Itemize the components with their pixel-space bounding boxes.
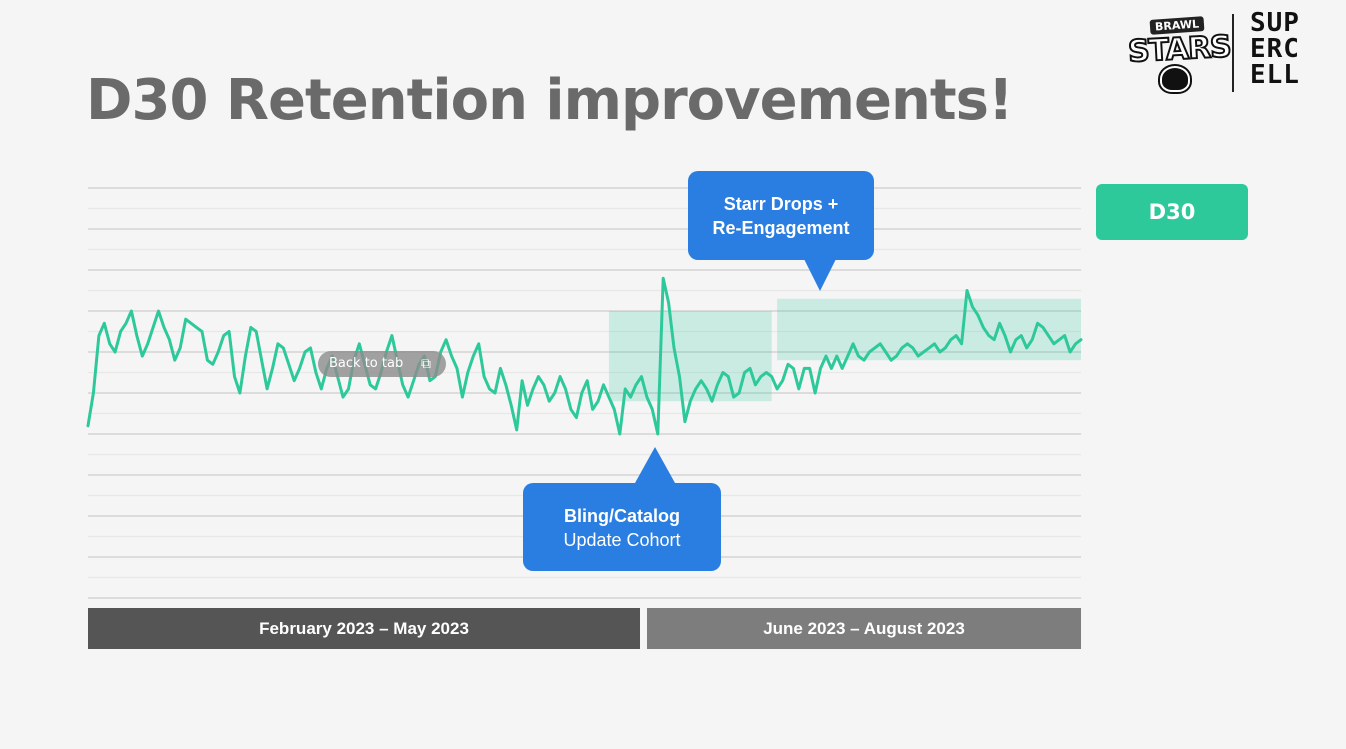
- slide-title: D30 Retention improvements!: [86, 68, 1013, 133]
- band-layer: [608, 298, 1081, 402]
- period-label-feb-may: February 2023 – May 2023: [88, 608, 640, 649]
- logo-divider: [1232, 14, 1234, 92]
- callout-top-line-2: Re-Engagement: [712, 218, 850, 238]
- callout-bottom-line-1: Bling/Catalog: [564, 506, 680, 526]
- supercell-logo-line: ELL: [1250, 60, 1300, 90]
- brawl-skull-icon: [1160, 66, 1190, 92]
- grid-layer: [88, 187, 1081, 599]
- legend-d30: D30: [1096, 184, 1248, 240]
- brawl-stars-logo: BRAWL STARS: [1126, 16, 1233, 92]
- callout-bottom-line-2: Update Cohort: [563, 530, 681, 550]
- external-link-icon: ⧉: [421, 356, 431, 372]
- back-to-tab-label: Back to tab: [329, 356, 404, 371]
- callout-bling-catalog: Bling/Catalog Update Cohort: [523, 447, 721, 571]
- line-layer: [86, 276, 1083, 436]
- series-line-d30: [86, 276, 1083, 436]
- logos: BRAWL STARS SUP ERC ELL: [1122, 10, 1342, 94]
- back-to-tab-button[interactable]: Back to tab ⧉: [318, 351, 446, 377]
- highlight-band: [777, 298, 1081, 361]
- supercell-logo-line: SUP: [1250, 8, 1300, 38]
- supercell-logo-line: ERC: [1250, 34, 1300, 64]
- callout-starr-drops: Starr Drops + Re-Engagement: [688, 171, 874, 291]
- callout-top-line-1: Starr Drops +: [723, 194, 839, 214]
- period-label-jun-aug: June 2023 – August 2023: [647, 608, 1081, 649]
- supercell-logo: SUP ERC ELL: [1250, 10, 1300, 88]
